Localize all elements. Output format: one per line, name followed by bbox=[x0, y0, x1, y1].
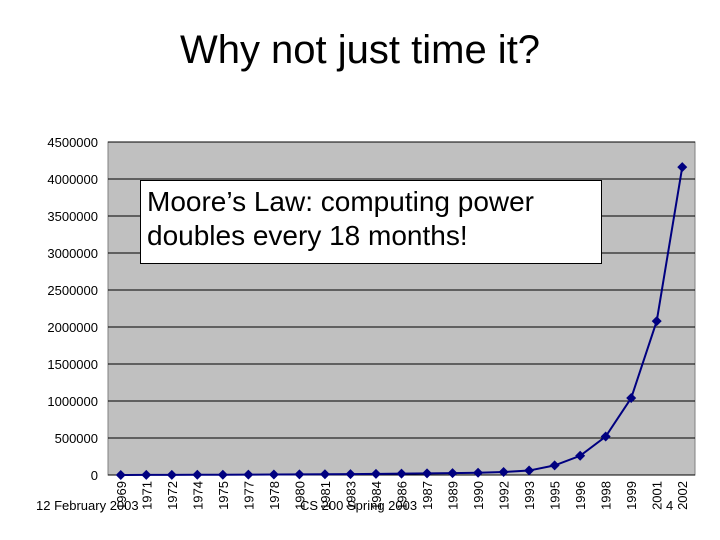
data-point bbox=[115, 470, 126, 480]
y-tick-label: 4500000 bbox=[47, 135, 98, 150]
data-point bbox=[192, 469, 203, 480]
x-tick-label: 2002 bbox=[675, 481, 690, 510]
y-tick-label: 1500000 bbox=[47, 357, 98, 372]
x-tick-label: 1975 bbox=[216, 481, 231, 510]
data-point bbox=[524, 465, 535, 476]
data-point bbox=[600, 431, 611, 442]
data-point bbox=[345, 469, 356, 480]
data-point bbox=[217, 469, 228, 480]
data-point bbox=[549, 460, 560, 471]
x-tick-label: 1998 bbox=[599, 481, 614, 510]
x-tick-label: 1980 bbox=[292, 481, 307, 510]
x-tick-label: 1993 bbox=[522, 481, 537, 510]
y-tick-label: 0 bbox=[91, 468, 98, 483]
y-tick-label: 2500000 bbox=[47, 283, 98, 298]
x-tick-label: 1969 bbox=[114, 481, 129, 510]
data-point bbox=[626, 393, 637, 404]
x-tick-label: 1996 bbox=[573, 481, 588, 510]
x-tick-label: 1986 bbox=[395, 481, 410, 510]
footer-course: CS 200 Spring 2003 bbox=[300, 498, 418, 513]
data-point bbox=[294, 469, 305, 480]
x-tick-label: 1972 bbox=[165, 481, 180, 510]
data-point bbox=[422, 468, 433, 479]
footer-page-number: 4 bbox=[666, 498, 674, 513]
data-point bbox=[396, 468, 407, 479]
x-tick-label: 1981 bbox=[318, 481, 333, 510]
x-tick-label: 1995 bbox=[548, 481, 563, 510]
data-point bbox=[319, 469, 330, 480]
data-point bbox=[243, 469, 254, 480]
x-tick-label: 1974 bbox=[190, 481, 205, 510]
data-point bbox=[447, 468, 458, 479]
data-point bbox=[651, 316, 662, 327]
y-tick-label: 4000000 bbox=[47, 172, 98, 187]
data-point bbox=[498, 467, 509, 478]
data-point bbox=[141, 469, 152, 480]
x-tick-label: 1978 bbox=[267, 481, 282, 510]
data-point bbox=[677, 162, 688, 173]
y-tick-label: 3500000 bbox=[47, 209, 98, 224]
y-tick-label: 500000 bbox=[55, 431, 98, 446]
slide-title: Why not just time it? bbox=[179, 28, 541, 72]
y-tick-label: 1000000 bbox=[47, 394, 98, 409]
x-axis-ticks: 1969 1971 1972 1974 1975 1977 1978 1980 1981 1983… bbox=[114, 481, 690, 510]
x-tick-label: 1971 bbox=[139, 481, 154, 510]
x-tick-label: 1989 bbox=[446, 481, 461, 510]
data-point bbox=[473, 467, 484, 478]
moores-law-callout: Moore’s Law: computing power doubles eve… bbox=[140, 180, 602, 264]
footer-date: 12 February 2003 bbox=[36, 498, 139, 513]
y-axis-ticks: 0 500000 1000000 1500000 2000000 2500000 30000… bbox=[47, 135, 98, 483]
data-point bbox=[268, 469, 279, 480]
x-tick-label: 1984 bbox=[369, 481, 384, 510]
data-point bbox=[370, 468, 381, 479]
data-points bbox=[115, 162, 688, 480]
x-tick-label: 1987 bbox=[420, 481, 435, 510]
x-tick-label: 2001 bbox=[650, 481, 665, 510]
y-tick-label: 3000000 bbox=[47, 246, 98, 261]
x-tick-label: 1990 bbox=[471, 481, 486, 510]
y-tick-label: 2000000 bbox=[47, 320, 98, 335]
data-point bbox=[575, 450, 586, 461]
x-tick-label: 1999 bbox=[624, 481, 639, 510]
x-tick-label: 1992 bbox=[497, 481, 512, 510]
x-tick-label: 1983 bbox=[343, 481, 358, 510]
x-tick-label: 1977 bbox=[241, 481, 256, 510]
data-point bbox=[166, 469, 177, 480]
